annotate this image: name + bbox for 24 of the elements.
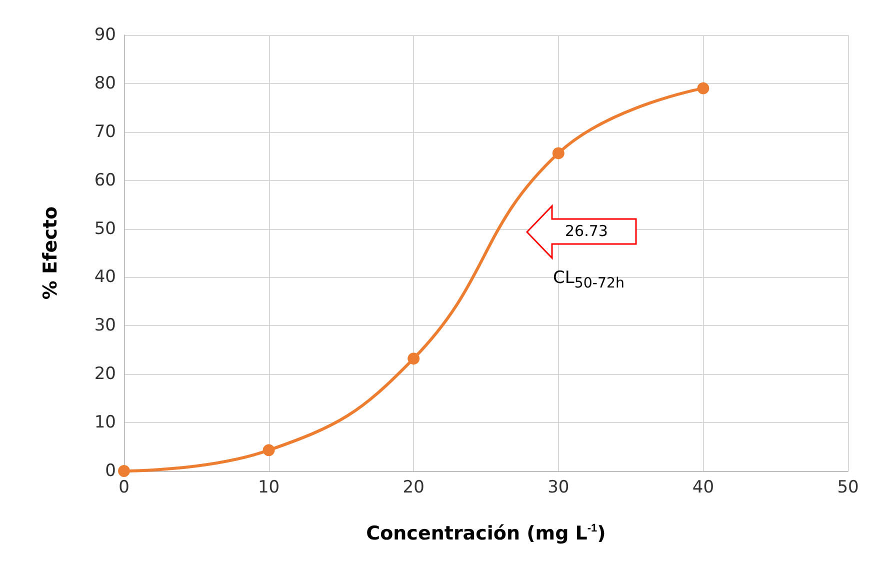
- y-tick-label: 50: [94, 218, 116, 239]
- x-tick-label: 10: [258, 478, 280, 498]
- y-tick-label: 20: [94, 364, 116, 384]
- annotation: 26.73: [565, 222, 608, 240]
- y-axis-title: % Efecto: [40, 206, 62, 300]
- x-tick-label: 30: [548, 478, 570, 498]
- x-tick-label: 40: [692, 478, 714, 498]
- x-tick-label: 50: [837, 478, 859, 498]
- y-tick-label: 40: [94, 267, 116, 288]
- point: [697, 82, 710, 94]
- y-tick-label: 60: [94, 170, 116, 190]
- y-tick-label: 70: [94, 122, 116, 142]
- y-tick-label: 0: [105, 461, 116, 481]
- y-tick-label: 80: [94, 73, 116, 94]
- y-tick-label: 90: [94, 25, 116, 45]
- point: [408, 352, 420, 365]
- x-tick-label: 0: [118, 478, 130, 498]
- x-tick-label: 20: [402, 478, 424, 498]
- y-tick-label: 30: [94, 316, 116, 336]
- annotation: CL$_{50-72h}$: [553, 268, 624, 292]
- point: [552, 147, 564, 160]
- y-tick-label: 10: [94, 412, 116, 433]
- point: [262, 444, 275, 456]
- point: [118, 465, 130, 477]
